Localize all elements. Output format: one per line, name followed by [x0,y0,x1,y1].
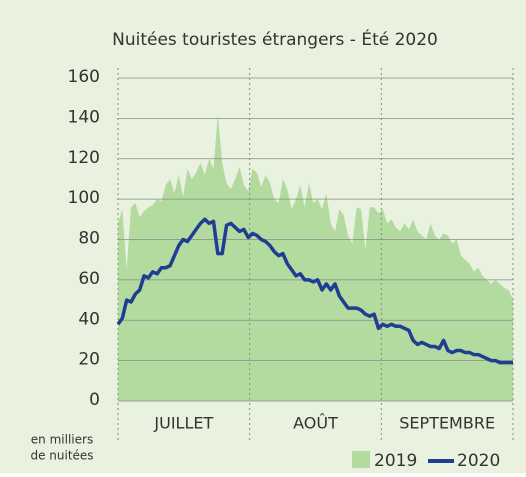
y-tick-label: 20 [78,350,100,370]
y-tick-label: 0 [89,390,100,410]
month-label: SEPTEMBRE [399,414,495,433]
month-label: JUILLET [153,414,213,433]
y-tick-label: 40 [78,309,100,329]
y-tick-label: 60 [78,269,100,289]
axis-note: de nuitées [30,449,93,463]
y-tick-label: 140 [68,107,100,127]
line-2020 [116,217,513,365]
area-2019 [118,114,513,402]
legend-label: 2019 [374,451,417,471]
legend-label: 2020 [457,451,500,471]
y-tick-label: 120 [68,148,100,168]
legend-swatch [352,451,370,468]
y-tick-label: 100 [68,188,100,208]
chart-title: Nuitées touristes étrangers - Été 2020 [112,28,438,50]
y-tick-label: 80 [78,229,100,249]
month-label: AOÛT [293,414,338,433]
axis-note: en milliers [31,433,93,447]
y-tick-label: 160 [68,67,100,87]
